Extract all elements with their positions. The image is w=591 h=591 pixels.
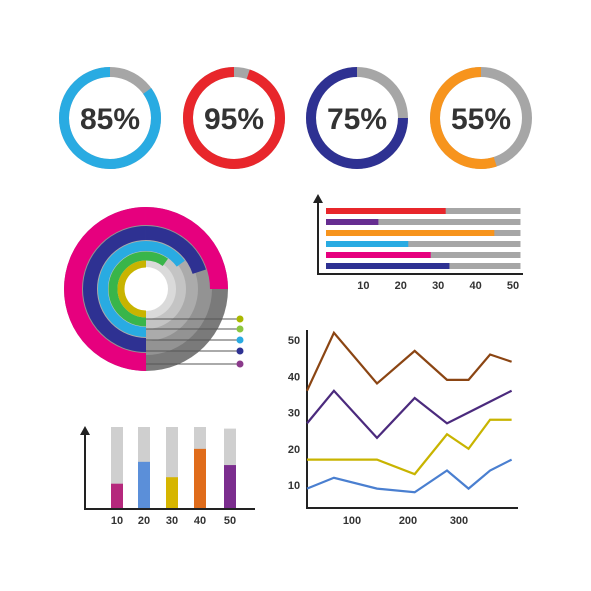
x-tick-label: 200 [399,515,417,527]
ring-percent-label: 85% [80,103,140,136]
line-series-4 [306,458,513,494]
hbar-track [326,219,521,225]
vbar [138,461,150,508]
y-tick-label: 40 [288,371,300,383]
hbar [326,208,446,214]
y-axis-arrow [80,426,90,435]
concentric-ring-arc [64,207,147,371]
ring-progress-arc [306,67,408,169]
vbar [111,483,123,508]
line-chart: 100 200 300 10 20 30 40 50 [288,330,518,527]
hbar [326,230,495,236]
concentric-ring-arc [108,251,147,327]
x-tick-label: 100 [343,515,361,527]
x-tick-label: 30 [166,515,178,527]
y-tick-label: 30 [288,408,300,420]
hbar [326,263,450,269]
concentric-ring-arc [83,226,147,352]
ring-progress-arc [183,67,285,169]
y-tick-label: 50 [288,335,300,347]
x-tick-label: 10 [357,280,369,292]
line-series-1 [306,330,512,392]
x-tick-label: 20 [395,280,407,292]
ring-center-hole [124,267,168,311]
concentric-ring-arc [98,241,147,337]
horizontal-bar-chart: 10 20 30 40 50 [313,194,523,292]
percent-ring-3: 75% [306,67,408,169]
x-tick-label: 40 [469,280,481,292]
line-series-2 [306,389,513,440]
x-tick-label: 20 [138,515,150,527]
vbar [194,448,206,508]
vertical-bar-chart: 10 20 30 40 50 [80,426,255,527]
hbar [326,252,431,258]
legend-dot [236,315,244,323]
x-tick-label: 40 [194,515,206,527]
hbar [326,219,379,225]
concentric-ring-arc [145,226,206,275]
concentric-ring-arc [145,207,228,290]
percent-ring-4: 55% [430,67,532,169]
hbar [326,241,409,247]
legend-dot [236,347,244,355]
hbar-track [326,241,521,247]
percentage-rings: 85% 95% 75% 55% [59,67,532,169]
percent-ring-2: 95% [183,67,285,169]
x-tick-label: 30 [432,280,444,292]
x-tick-label: 50 [224,515,236,527]
y-axis-arrow [313,194,323,203]
concentric-ring-arc [145,251,169,267]
percent-ring-1: 85% [59,67,161,169]
concentric-ring-arc [117,260,147,318]
ring-percent-label: 55% [451,103,511,136]
legend-dot [236,360,244,368]
x-tick-label: 300 [450,515,468,527]
concentric-ring-chart [64,207,244,371]
ring-percent-label: 75% [327,103,387,136]
y-tick-label: 10 [288,480,300,492]
ring-progress-arc [430,67,497,169]
legend-dot [236,325,244,333]
x-tick-label: 10 [111,515,123,527]
ring-percent-label: 95% [204,103,264,136]
line-series-3 [307,418,512,476]
x-tick-label: 50 [507,280,519,292]
vbar [166,477,178,508]
legend-dot [236,336,244,344]
concentric-ring-arc [145,241,185,267]
vbar [224,465,236,508]
ring-progress-arc [59,67,161,169]
y-tick-label: 20 [288,444,300,456]
